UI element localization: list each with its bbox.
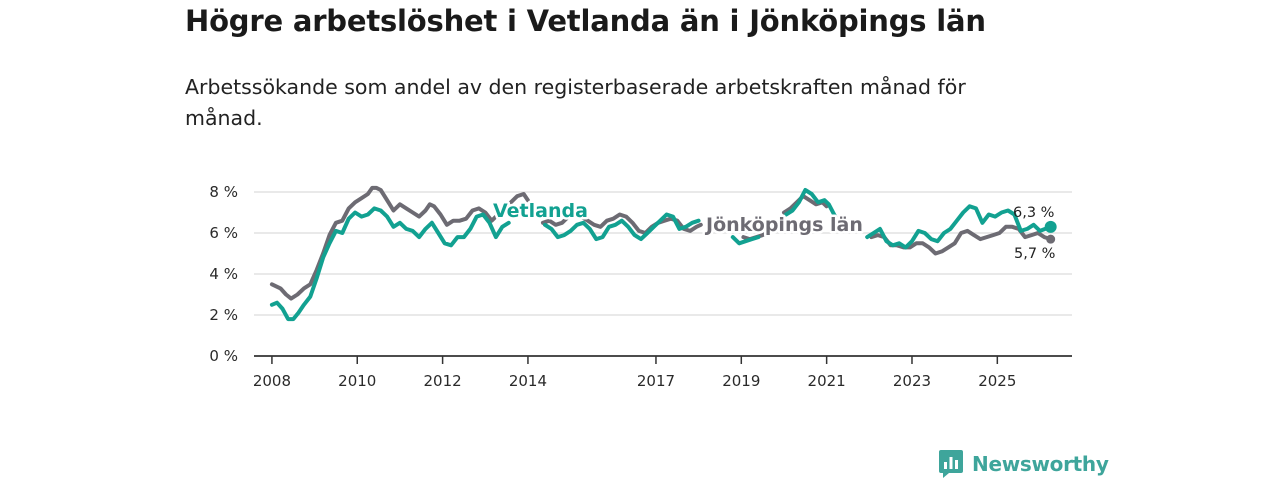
x-tick-label: 2008 bbox=[253, 372, 291, 390]
chart-subtitle: Arbetssökande som andel av den registerb… bbox=[185, 75, 966, 130]
series-line-lan bbox=[269, 185, 530, 301]
series-line-vetlanda bbox=[543, 212, 701, 242]
x-tick-label: 2021 bbox=[808, 372, 846, 390]
series-label-vetlanda: Vetlanda bbox=[493, 200, 588, 222]
series-lines bbox=[269, 185, 1057, 322]
y-tick-label: 6 % bbox=[209, 224, 238, 242]
x-axis-ticks: 2008 2010 2012 2014 2017 2019 2021 2023 2025 bbox=[253, 356, 1016, 390]
brand-name: Newsworthy bbox=[972, 452, 1109, 476]
x-tick-label: 2014 bbox=[509, 372, 547, 390]
gridlines bbox=[254, 191, 1072, 316]
x-tick-label: 2012 bbox=[424, 372, 462, 390]
y-tick-label: 4 % bbox=[209, 265, 238, 283]
newsworthy-brand: Newsworthy bbox=[938, 448, 1109, 480]
x-tick-label: 2025 bbox=[978, 372, 1016, 390]
y-tick-label: 2 % bbox=[209, 306, 238, 324]
series-line-vetlanda bbox=[269, 206, 511, 322]
x-tick-label: 2019 bbox=[722, 372, 760, 390]
series-line-vetlanda bbox=[865, 204, 1053, 250]
chart-title: Högre arbetslöshet i Vetlanda än i Jönkö… bbox=[185, 4, 986, 38]
end-label-vetlanda: 6,3 % bbox=[1013, 205, 1054, 221]
x-tick-label: 2017 bbox=[637, 372, 675, 390]
y-axis-ticks: 0 % 2 % 4 % 6 % 8 % bbox=[209, 183, 238, 365]
x-tick-label: 2010 bbox=[338, 372, 376, 390]
series-label-jonkopings-lan: Jönköpings län bbox=[704, 214, 863, 236]
y-tick-label: 8 % bbox=[209, 183, 238, 201]
end-marker-lan bbox=[1046, 234, 1056, 244]
series-line-vetlanda bbox=[784, 188, 838, 219]
end-label-jonkopings-lan: 5,7 % bbox=[1014, 246, 1055, 262]
end-marker-vetlanda bbox=[1044, 220, 1057, 233]
x-tick-label: 2023 bbox=[893, 372, 931, 390]
series-line-vetlanda bbox=[730, 235, 761, 246]
newsworthy-logo-icon bbox=[939, 450, 963, 478]
y-tick-label: 0 % bbox=[209, 347, 238, 365]
series-labels: Vetlanda Jönköpings län 6,3 % 5,7 % bbox=[491, 198, 1056, 263]
